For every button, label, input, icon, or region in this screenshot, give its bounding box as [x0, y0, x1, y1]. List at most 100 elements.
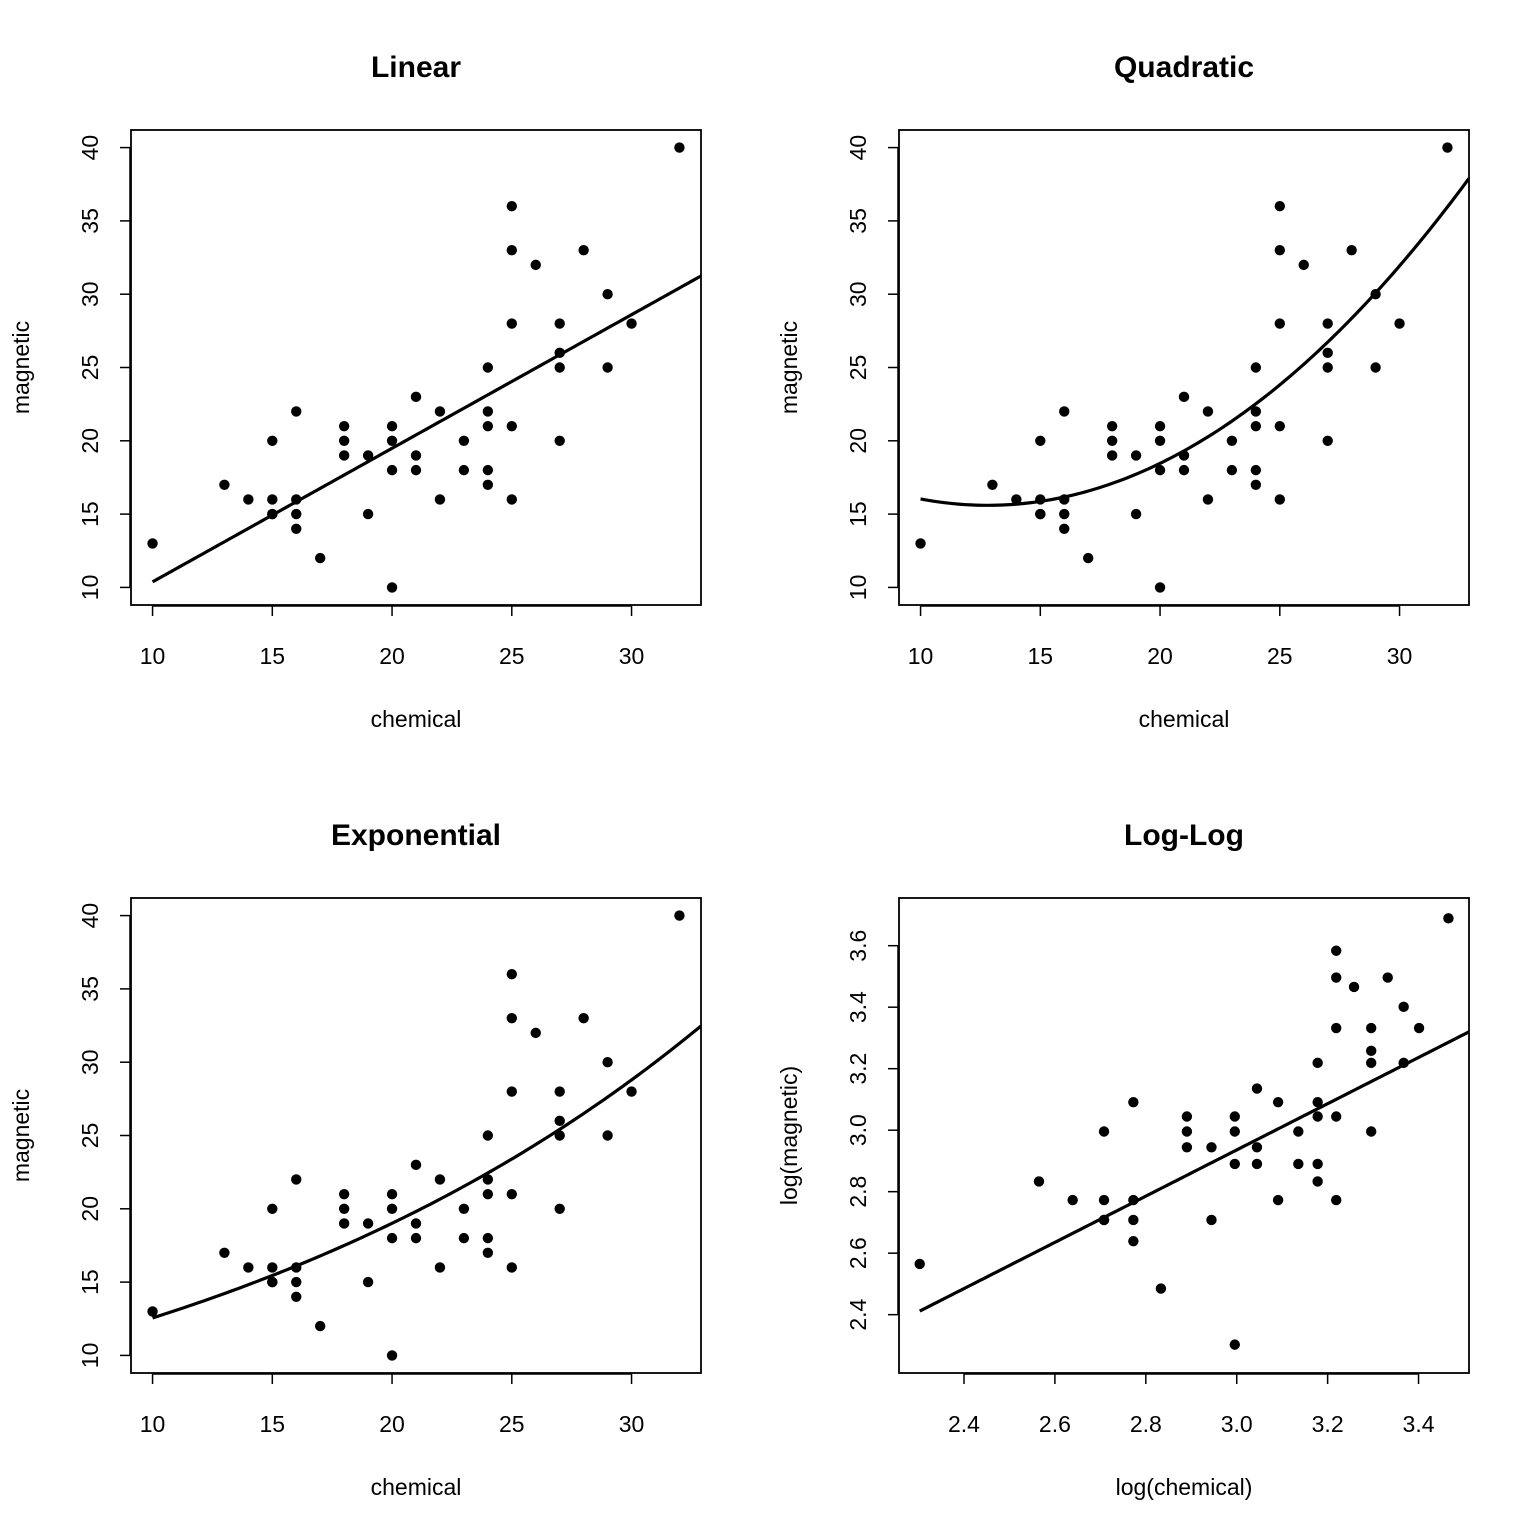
y-tick-label: 40 — [77, 903, 103, 929]
data-point — [674, 910, 685, 921]
data-point — [1298, 259, 1309, 271]
data-point — [1128, 1214, 1139, 1226]
data-point — [410, 450, 422, 461]
fit-curve — [152, 1024, 701, 1320]
data-point — [1128, 1096, 1139, 1108]
data-point — [1154, 435, 1166, 447]
x-tick-label: 20 — [379, 1411, 405, 1437]
panel-log-log: Log-Log 2.4 2.6 2.8 3.0 3.2 3.4 2.4 2.6 2.8 3.0 3.2… — [776, 819, 1470, 1500]
data-point — [1226, 464, 1238, 476]
y-tick-label: 3.0 — [845, 1114, 871, 1146]
data-point — [506, 1013, 517, 1024]
x-axis-label: chemical — [371, 706, 462, 732]
data-point — [1035, 435, 1046, 447]
data-point — [506, 318, 517, 329]
data-point — [1251, 1142, 1263, 1153]
data-point — [434, 494, 446, 505]
data-point — [291, 523, 302, 534]
data-point — [410, 464, 422, 476]
y-tick-label: 3.2 — [845, 1053, 871, 1085]
data-point — [1274, 494, 1285, 505]
data-point — [1202, 406, 1214, 417]
x-tick-label: 25 — [499, 643, 525, 669]
data-point — [1331, 972, 1342, 983]
x-axis-label: log(chemical) — [1116, 1474, 1253, 1500]
y-tick-label: 15 — [77, 1269, 103, 1295]
data-point — [291, 1276, 302, 1288]
x-tick-label: 2.8 — [1130, 1411, 1162, 1437]
data-point — [1178, 450, 1190, 461]
data-point — [267, 435, 278, 447]
data-point — [602, 1056, 613, 1068]
data-point — [554, 1086, 565, 1097]
data-point — [482, 362, 494, 373]
data-point — [338, 1203, 350, 1215]
data-point — [554, 1203, 565, 1215]
data-point — [1331, 945, 1342, 956]
data-point — [362, 1218, 374, 1229]
data-point — [530, 1027, 541, 1039]
data-point — [602, 1130, 613, 1141]
plot-frame — [898, 897, 1470, 1374]
data-point — [1128, 1194, 1139, 1206]
data-point — [1067, 1194, 1078, 1206]
x-tick-label: 25 — [499, 1411, 525, 1437]
data-point — [1413, 1022, 1425, 1034]
data-point — [338, 420, 350, 432]
data-point — [554, 435, 565, 447]
x-tick-label: 2.6 — [1039, 1411, 1071, 1437]
data-point — [315, 552, 326, 564]
data-point — [506, 969, 517, 980]
data-point — [410, 1159, 422, 1171]
data-point — [338, 1218, 350, 1229]
y-tick-label: 25 — [845, 355, 871, 381]
plot-frame — [130, 897, 702, 1374]
data-point — [1130, 450, 1142, 461]
data-point — [1251, 1083, 1263, 1094]
data-point — [1083, 552, 1094, 564]
data-point — [602, 362, 613, 373]
data-point — [1181, 1142, 1193, 1153]
x-axis-label: chemical — [371, 1474, 462, 1500]
data-point — [267, 508, 278, 520]
data-point — [1272, 1194, 1284, 1206]
data-point — [554, 362, 565, 373]
data-point — [458, 464, 470, 476]
data-point — [1011, 494, 1022, 505]
panel-exponential: Exponential 10 15 20 25 30 10 15 20 25 30 35 40 chemi… — [8, 819, 702, 1500]
data-point — [1348, 981, 1360, 993]
y-axis-label: magnetic — [8, 321, 34, 414]
data-point — [554, 347, 565, 359]
data-point — [410, 1218, 422, 1229]
y-tick-label: 10 — [845, 575, 871, 601]
data-point — [1312, 1111, 1323, 1122]
data-point — [386, 1203, 398, 1215]
x-tick-label: 3.2 — [1312, 1411, 1344, 1437]
data-point — [578, 1013, 589, 1024]
data-point — [626, 1086, 637, 1097]
data-point — [554, 1115, 565, 1127]
data-point — [434, 1262, 446, 1273]
data-point — [1322, 318, 1333, 329]
data-point — [1181, 1111, 1193, 1122]
x-tick-label: 3.4 — [1403, 1411, 1435, 1437]
data-point — [338, 1188, 350, 1200]
y-tick-label: 35 — [77, 976, 103, 1002]
y-tick-label: 15 — [845, 501, 871, 527]
data-point — [386, 420, 398, 432]
data-point — [1033, 1176, 1045, 1187]
data-point — [1106, 435, 1118, 447]
x-axis-label: chemical — [1139, 706, 1230, 732]
data-point — [1155, 1283, 1167, 1294]
data-point — [291, 508, 302, 520]
data-point — [482, 479, 494, 490]
plot-frame — [898, 129, 1470, 606]
x-tick-label: 25 — [1267, 643, 1293, 669]
data-point — [482, 464, 494, 476]
data-point — [506, 494, 517, 505]
y-tick-label: 10 — [77, 1343, 103, 1369]
data-point — [914, 1258, 925, 1270]
data-point — [1250, 479, 1262, 490]
data-point — [1229, 1339, 1240, 1350]
data-point — [267, 1262, 278, 1273]
